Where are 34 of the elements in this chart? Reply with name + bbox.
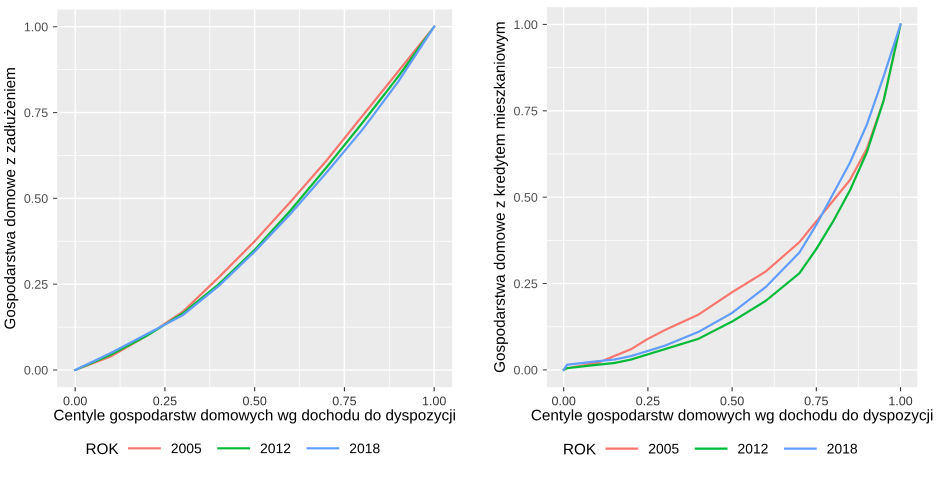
y-tick-label: 0.25 xyxy=(24,280,48,289)
x-tick-label: 0.50 xyxy=(720,396,744,406)
x-axis-title: Centyle gospodarstw domowych wg dochodu do dyspozycji xyxy=(532,409,932,424)
y-tick-label: 0.00 xyxy=(514,366,538,375)
legend-label: 2005 xyxy=(172,443,202,454)
y-tick-label: 0.75 xyxy=(24,108,48,118)
y-tick-label: 0.00 xyxy=(24,366,48,375)
x-tick-label: 1.00 xyxy=(889,396,912,406)
legend-label: 2005 xyxy=(648,444,679,454)
x-tick-label: 0.75 xyxy=(332,396,356,406)
x-tick-label: 0.75 xyxy=(804,396,828,406)
x-axis-title: Centyle gospodarstw domowych wg dochodu do dyspozycji xyxy=(54,409,455,424)
x-tick-label: 1.00 xyxy=(422,396,446,406)
legend-label: 2018 xyxy=(350,443,380,454)
legend-label: 2012 xyxy=(738,444,768,454)
legend-title: ROK xyxy=(86,443,118,454)
y-axis-title: Gospodarstwa domowe z kredytem mieszkaniowym xyxy=(494,22,508,372)
y-tick-label: 0.50 xyxy=(514,192,538,202)
y-tick-label: 1.00 xyxy=(24,22,48,32)
line-series xyxy=(74,26,436,372)
y-tick-label: 1.00 xyxy=(514,20,538,30)
legend-title: ROK xyxy=(564,444,596,454)
legend-label: 2012 xyxy=(260,443,290,454)
y-tick-label: 0.25 xyxy=(514,279,538,288)
y-tick-label: 0.50 xyxy=(24,194,48,204)
x-tick-label: 0.50 xyxy=(242,396,266,406)
y-tick-label: 0.75 xyxy=(514,106,538,116)
x-tick-label: 0.00 xyxy=(552,396,576,406)
legend-label: 2018 xyxy=(827,444,858,454)
x-tick-label: 0.25 xyxy=(153,396,177,406)
line-series xyxy=(562,23,902,372)
x-tick-label: 0.25 xyxy=(636,396,660,406)
x-tick-label: 0.00 xyxy=(63,396,87,406)
y-axis-title: Gospodarstwa domowe z zadłużeniem xyxy=(4,68,18,329)
